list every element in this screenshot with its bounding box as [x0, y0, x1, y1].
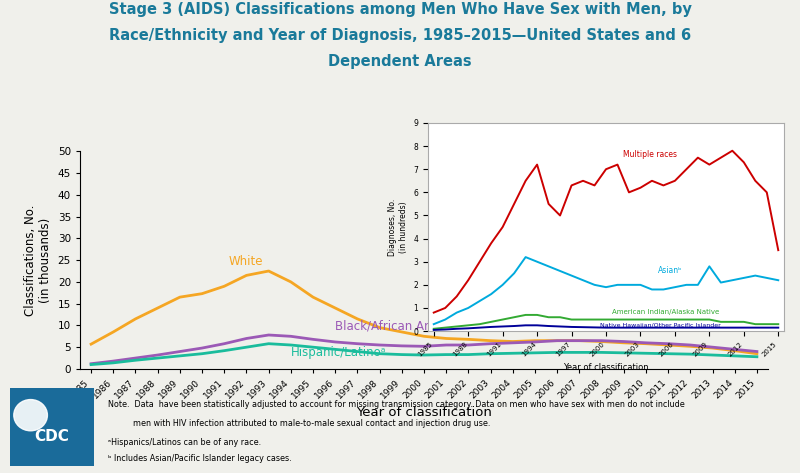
Text: Note.  Data  have been statistically adjusted to account for missing transmissio: Note. Data have been statistically adjus…: [108, 400, 685, 409]
Text: Black/African American: Black/African American: [335, 320, 473, 333]
Text: Dependent Areas: Dependent Areas: [328, 54, 472, 70]
Text: Native Hawaiian/Other Pacific Islander: Native Hawaiian/Other Pacific Islander: [600, 323, 721, 328]
Text: Stage 3 (AIDS) Classifications among Men Who Have Sex with Men, by: Stage 3 (AIDS) Classifications among Men…: [109, 2, 691, 18]
Text: Race/Ethnicity and Year of Diagnosis, 1985–2015—United States and 6: Race/Ethnicity and Year of Diagnosis, 19…: [109, 28, 691, 44]
Text: Hispanic/Latinoᵃ: Hispanic/Latinoᵃ: [291, 346, 386, 359]
Text: men with HIV infection attributed to male-to-male sexual contact and injection d: men with HIV infection attributed to mal…: [108, 419, 490, 428]
Text: CDC: CDC: [34, 429, 69, 444]
Y-axis label: Classifications, No.
(in thousands): Classifications, No. (in thousands): [24, 204, 52, 316]
Text: American Indian/Alaska Native: American Indian/Alaska Native: [612, 309, 719, 315]
Y-axis label: Diagnoses, No.
(in hundreds): Diagnoses, No. (in hundreds): [389, 198, 408, 256]
X-axis label: Year of classification: Year of classification: [356, 406, 492, 419]
X-axis label: Year of classification: Year of classification: [563, 363, 649, 372]
Text: Asianᵇ: Asianᵇ: [658, 266, 682, 275]
Text: Multiple races: Multiple races: [623, 149, 678, 158]
Text: ᵃHispanics/Latinos can be of any race.: ᵃHispanics/Latinos can be of any race.: [108, 438, 261, 447]
Text: ᵇ Includes Asian/Pacific Islander legacy cases.: ᵇ Includes Asian/Pacific Islander legacy…: [108, 454, 292, 463]
Circle shape: [14, 400, 47, 431]
Text: White: White: [229, 255, 263, 268]
